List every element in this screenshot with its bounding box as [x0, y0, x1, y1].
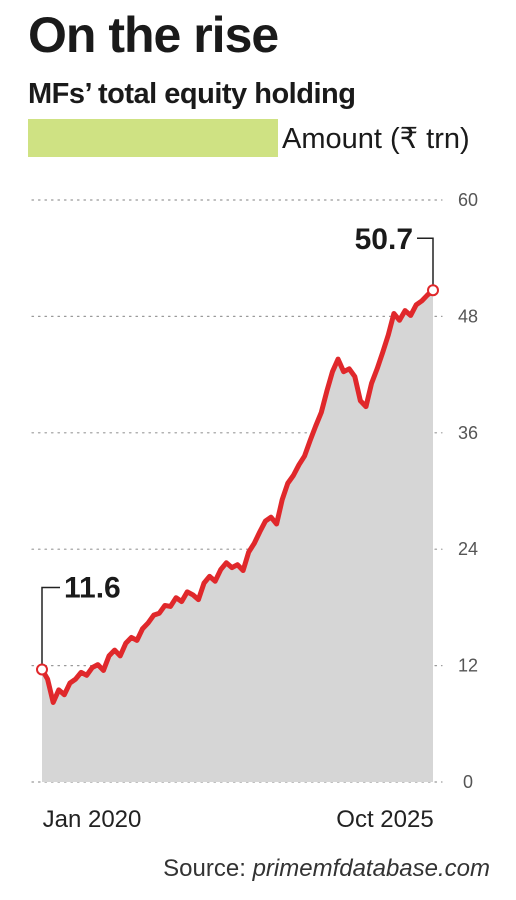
y-tick-label: 12: [458, 656, 478, 676]
x-tick-label: Oct 2025: [336, 806, 433, 833]
y-tick-label: 60: [458, 190, 478, 210]
y-tick-label: 24: [458, 539, 478, 559]
source-note: Source: primemfdatabase.com: [163, 855, 490, 883]
legend-swatch: [28, 119, 278, 157]
y-tick-label: 48: [458, 306, 478, 326]
chart-title: On the rise: [28, 7, 279, 63]
chart-subtitle: MFs’ total equity holding: [28, 78, 356, 110]
series-line: [39, 287, 436, 705]
start-point-marker: [36, 663, 48, 676]
source-site: primemfdatabase.com: [252, 855, 490, 882]
area-chart: 0 12 24 36 48 60 Jan 2020 Oct 2025 11.6 50.7: [31, 190, 478, 833]
legend-label: Amount (₹ trn): [282, 122, 470, 155]
source-prefix: Source:: [163, 855, 253, 882]
x-tick-label: Jan 2020: [43, 806, 142, 833]
y-tick-label: 36: [458, 423, 478, 443]
end-point-marker: [427, 284, 439, 297]
end-value-label: 50.7: [355, 223, 413, 256]
end-callout-line: [417, 237, 434, 291]
legend: Amount (₹ trn): [28, 119, 470, 157]
area-fill: [42, 290, 433, 782]
start-callout-line: [41, 586, 60, 670]
y-tick-label: 0: [463, 772, 473, 792]
start-value-label: 11.6: [64, 571, 121, 604]
